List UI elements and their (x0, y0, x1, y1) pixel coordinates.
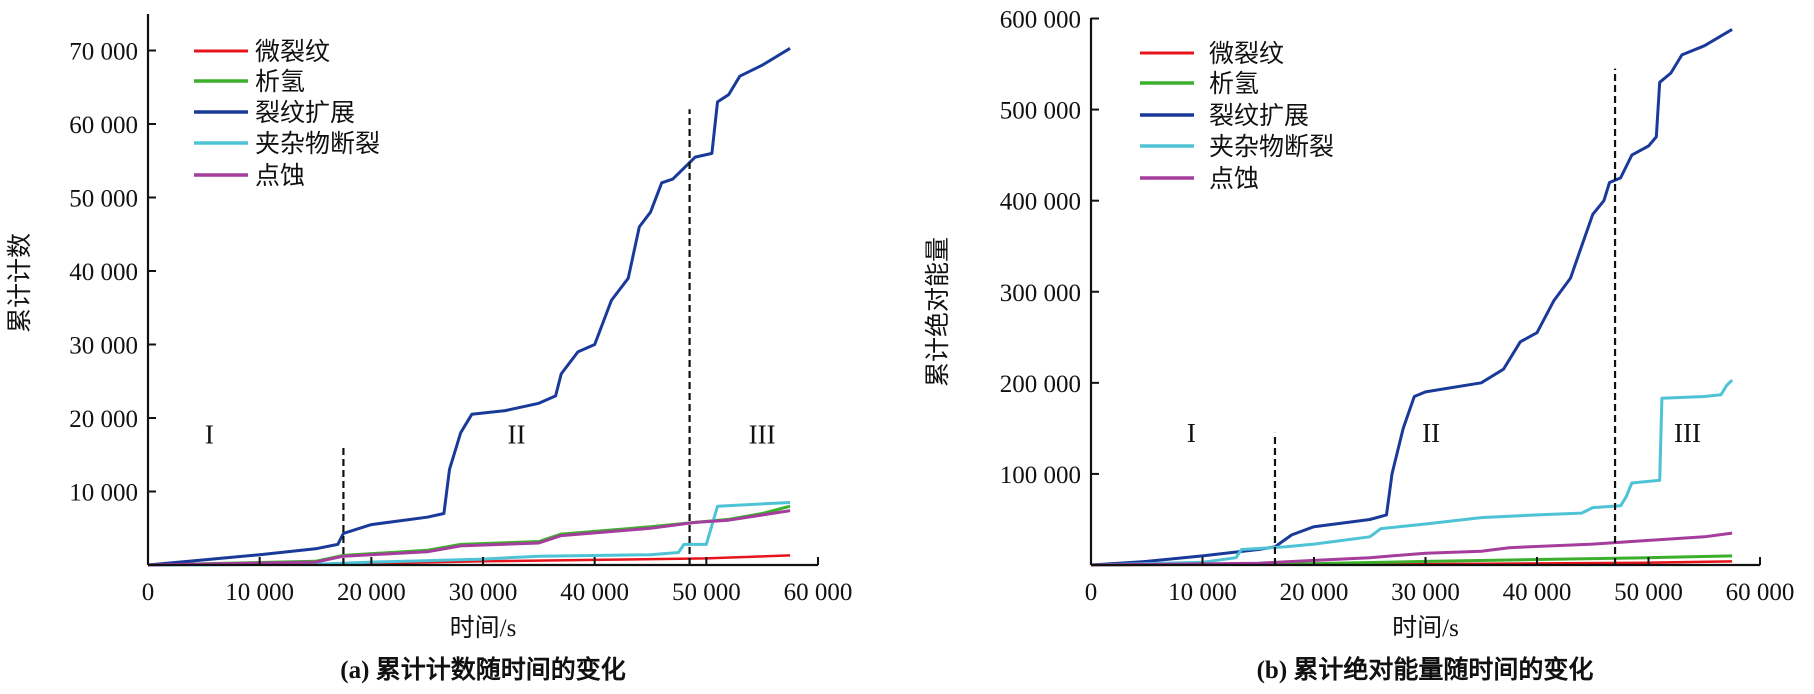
series-line-3 (1090, 379, 1734, 567)
x-tick-label: 0 (142, 579, 155, 606)
stage-label-1: II (508, 420, 526, 450)
y-tick-label: 400 000 (1000, 189, 1081, 216)
y-tick-label: 60 000 (69, 112, 138, 139)
y-tick-label: 600 000 (1000, 7, 1081, 34)
legend-label: 裂纹扩展 (255, 99, 355, 127)
y-tick-label: 500 000 (1000, 98, 1081, 125)
stage-label-0: I (1187, 418, 1196, 448)
stage-label-0: I (205, 420, 214, 450)
legend-label: 点蚀 (255, 162, 305, 190)
series-line-4 (147, 509, 791, 567)
x-axis-title: 时间/s (450, 614, 517, 642)
x-tick-label: 50 000 (1614, 579, 1683, 606)
y-tick-label: 30 000 (69, 333, 138, 360)
y-tick-label: 300 000 (1000, 280, 1081, 307)
x-tick-label: 20 000 (1280, 579, 1349, 606)
x-tick-label: 10 000 (225, 579, 294, 606)
chart-caption: (b) 累计绝对能量随时间的变化 (1257, 655, 1594, 684)
x-tick-label: 20 000 (337, 579, 406, 606)
series-line-3 (147, 501, 791, 567)
x-axis-title: 时间/s (1392, 614, 1459, 642)
legend-label: 微裂纹 (1209, 40, 1284, 68)
legend-label: 微裂纹 (255, 38, 330, 66)
series-line-2 (1090, 28, 1733, 567)
legend-label: 夹杂物断裂 (1209, 133, 1334, 161)
y-tick-label: 100 000 (1000, 462, 1081, 489)
x-tick-label: 0 (1085, 579, 1098, 606)
stage-label-2: III (1674, 418, 1701, 448)
stage-label-2: III (749, 420, 776, 450)
chart-caption: (a) 累计计数随时间的变化 (340, 655, 625, 684)
x-tick-label: 50 000 (672, 579, 741, 606)
y-tick-label: 200 000 (1000, 371, 1081, 398)
series-line-4 (1090, 531, 1733, 567)
stage-label-1: II (1422, 418, 1440, 448)
y-tick-label: 40 000 (69, 259, 138, 286)
y-axis-title: 累计计数 (6, 233, 34, 333)
x-tick-label: 60 000 (1726, 579, 1795, 606)
legend-label: 析氢 (255, 68, 305, 96)
legend-label: 裂纹扩展 (1209, 102, 1309, 130)
y-axis-title: 累计绝对能量 (924, 237, 952, 387)
y-tick-label: 20 000 (69, 406, 138, 433)
y-tick-label: 10 000 (69, 480, 138, 507)
x-tick-label: 60 000 (784, 579, 853, 606)
series-line-2 (147, 47, 791, 567)
y-tick-label: 50 000 (69, 186, 138, 213)
x-tick-label: 40 000 (1503, 579, 1572, 606)
legend-label: 夹杂物断裂 (255, 130, 380, 158)
legend-label: 析氢 (1209, 70, 1259, 98)
legend-label: 点蚀 (1209, 165, 1259, 193)
x-tick-label: 30 000 (1391, 579, 1460, 606)
x-tick-label: 40 000 (560, 579, 629, 606)
x-tick-label: 30 000 (449, 579, 518, 606)
y-tick-label: 70 000 (69, 39, 138, 66)
x-tick-label: 10 000 (1168, 579, 1237, 606)
series-line-1 (1090, 554, 1733, 567)
